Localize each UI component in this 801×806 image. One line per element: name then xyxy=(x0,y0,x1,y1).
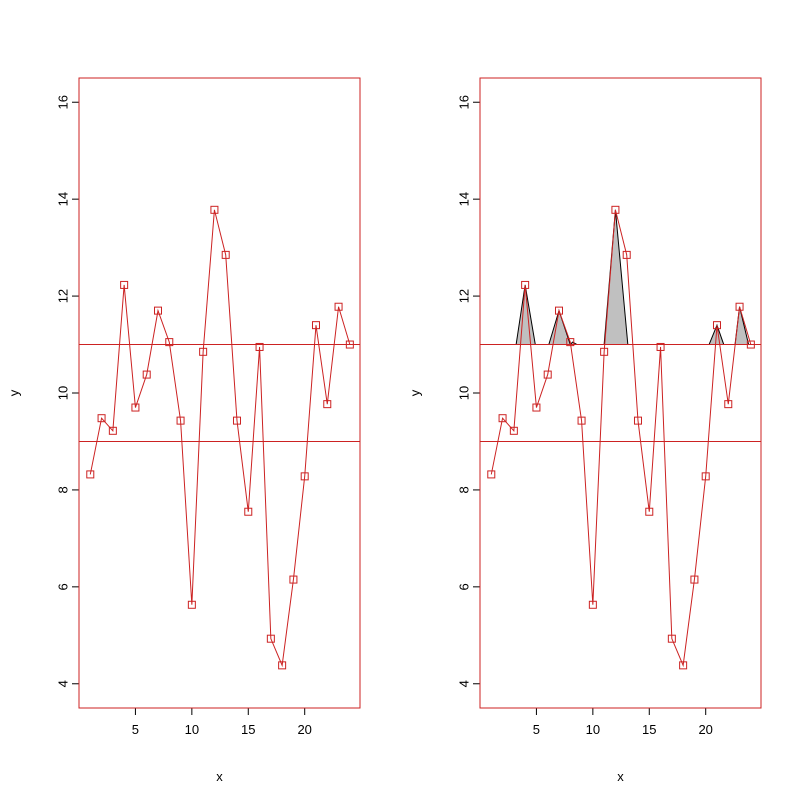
x-tick-label: 15 xyxy=(642,722,656,737)
data-point xyxy=(622,250,631,259)
y-axis-title: y xyxy=(7,389,22,396)
data-point xyxy=(108,426,117,435)
data-point xyxy=(97,414,106,423)
data-point xyxy=(633,416,642,425)
data-point xyxy=(300,472,309,481)
data-point xyxy=(221,250,230,259)
y-tick-label: 8 xyxy=(457,486,472,493)
y-tick-label: 4 xyxy=(457,680,472,687)
plot-frame xyxy=(78,77,361,709)
series-line xyxy=(490,209,752,668)
data-point xyxy=(712,321,721,330)
data-point xyxy=(724,400,733,409)
y-tick-label: 8 xyxy=(56,486,71,493)
data-point xyxy=(577,416,586,425)
data-point xyxy=(199,347,208,356)
y-tick-label: 12 xyxy=(56,289,71,303)
data-point xyxy=(509,426,518,435)
x-tick-label: 10 xyxy=(586,722,600,737)
x-axis: 5 10 15 20 xyxy=(132,707,312,737)
data-point xyxy=(232,416,241,425)
data-point xyxy=(701,472,710,481)
data-point xyxy=(588,600,597,609)
data-point xyxy=(543,370,552,379)
data-point xyxy=(611,205,620,214)
data-point xyxy=(600,347,609,356)
data-point xyxy=(165,338,174,347)
y-tick-label: 16 xyxy=(457,95,472,109)
x-tick-label: 5 xyxy=(132,722,139,737)
data-point xyxy=(498,414,507,423)
data-point xyxy=(176,416,185,425)
data-point xyxy=(278,661,287,670)
x-tick-label: 15 xyxy=(241,722,255,737)
y-tick-label: 4 xyxy=(56,680,71,687)
y-tick-label: 16 xyxy=(56,95,71,109)
x-tick-label: 20 xyxy=(297,722,311,737)
x-axis-title: x xyxy=(617,769,624,784)
y-axis: 4 6 8 10 12 14 16 xyxy=(457,95,481,687)
data-point xyxy=(487,470,496,479)
data-point xyxy=(735,302,744,311)
left-panel-plot: 5 10 15 20 4 6 8 10 12 14 16 x y xyxy=(7,77,361,784)
shaded-peak xyxy=(603,209,629,346)
data-point xyxy=(645,507,654,516)
y-tick-label: 6 xyxy=(56,583,71,590)
data-point xyxy=(153,306,162,315)
data-point xyxy=(746,340,755,349)
data-point xyxy=(210,205,219,214)
data-point xyxy=(311,321,320,330)
x-tick-label: 5 xyxy=(533,722,540,737)
y-tick-label: 10 xyxy=(56,386,71,400)
data-point xyxy=(554,306,563,315)
plot-area xyxy=(79,205,360,670)
y-axis: 4 6 8 10 12 14 16 xyxy=(56,95,80,687)
data-point xyxy=(690,575,699,584)
plot-area xyxy=(480,205,761,670)
x-axis: 5 10 15 20 xyxy=(533,707,713,737)
data-point xyxy=(120,280,129,289)
y-tick-label: 14 xyxy=(56,192,71,206)
data-point xyxy=(131,403,140,412)
data-point xyxy=(289,575,298,584)
y-axis-title: y xyxy=(408,389,423,396)
data-point xyxy=(244,507,253,516)
data-point xyxy=(86,470,95,479)
x-axis-title: x xyxy=(216,769,223,784)
data-point xyxy=(334,302,343,311)
data-point xyxy=(345,340,354,349)
right-panel-plot: 5 10 15 20 4 6 8 10 12 14 16 x y xyxy=(408,77,762,784)
series-line xyxy=(89,209,351,668)
y-tick-label: 6 xyxy=(457,583,472,590)
y-tick-label: 10 xyxy=(457,386,472,400)
data-point xyxy=(323,400,332,409)
x-tick-label: 20 xyxy=(698,722,712,737)
data-point xyxy=(679,661,688,670)
data-point xyxy=(532,403,541,412)
y-tick-label: 12 xyxy=(457,289,472,303)
data-point xyxy=(521,280,530,289)
plot-frame xyxy=(479,77,762,709)
data-point xyxy=(667,634,676,643)
data-point xyxy=(656,342,665,351)
data-point xyxy=(142,370,151,379)
y-tick-label: 14 xyxy=(457,192,472,206)
data-point xyxy=(255,342,264,351)
data-point xyxy=(266,634,275,643)
data-point xyxy=(187,600,196,609)
x-tick-label: 10 xyxy=(185,722,199,737)
data-point xyxy=(566,338,575,347)
